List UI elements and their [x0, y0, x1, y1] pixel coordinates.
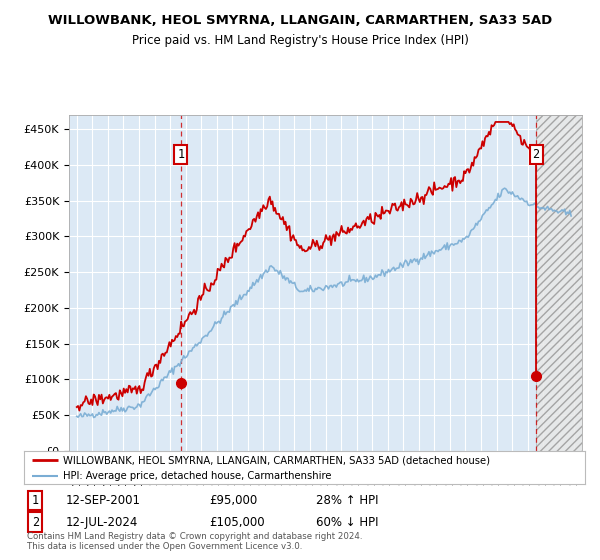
Text: 12-SEP-2001: 12-SEP-2001	[66, 494, 141, 507]
Text: 28% ↑ HPI: 28% ↑ HPI	[316, 494, 378, 507]
Text: 2: 2	[32, 516, 39, 529]
Bar	[536, 115, 582, 451]
Text: Price paid vs. HM Land Registry's House Price Index (HPI): Price paid vs. HM Land Registry's House …	[131, 34, 469, 46]
Text: 2: 2	[533, 148, 540, 161]
Text: £95,000: £95,000	[209, 494, 257, 507]
Text: 12-JUL-2024: 12-JUL-2024	[66, 516, 139, 529]
Text: 60% ↓ HPI: 60% ↓ HPI	[316, 516, 378, 529]
Text: Contains HM Land Registry data © Crown copyright and database right 2024.
This d: Contains HM Land Registry data © Crown c…	[27, 532, 362, 552]
Text: WILLOWBANK, HEOL SMYRNA, LLANGAIN, CARMARTHEN, SA33 5AD: WILLOWBANK, HEOL SMYRNA, LLANGAIN, CARMA…	[48, 14, 552, 27]
Text: 1: 1	[178, 148, 184, 161]
Text: £105,000: £105,000	[209, 516, 265, 529]
Text: WILLOWBANK, HEOL SMYRNA, LLANGAIN, CARMARTHEN, SA33 5AD (detached house): WILLOWBANK, HEOL SMYRNA, LLANGAIN, CARMA…	[63, 455, 490, 465]
Text: 1: 1	[32, 494, 39, 507]
Text: HPI: Average price, detached house, Carmarthenshire: HPI: Average price, detached house, Carm…	[63, 471, 332, 481]
